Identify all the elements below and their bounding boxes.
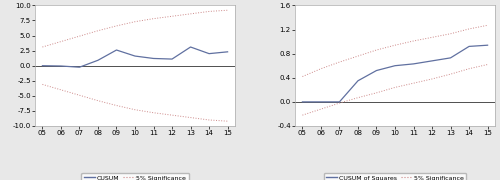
Legend: CUSUM of Squares, 5% Significance: CUSUM of Squares, 5% Significance bbox=[324, 173, 466, 180]
Legend: CUSUM, 5% Significance: CUSUM, 5% Significance bbox=[81, 173, 189, 180]
